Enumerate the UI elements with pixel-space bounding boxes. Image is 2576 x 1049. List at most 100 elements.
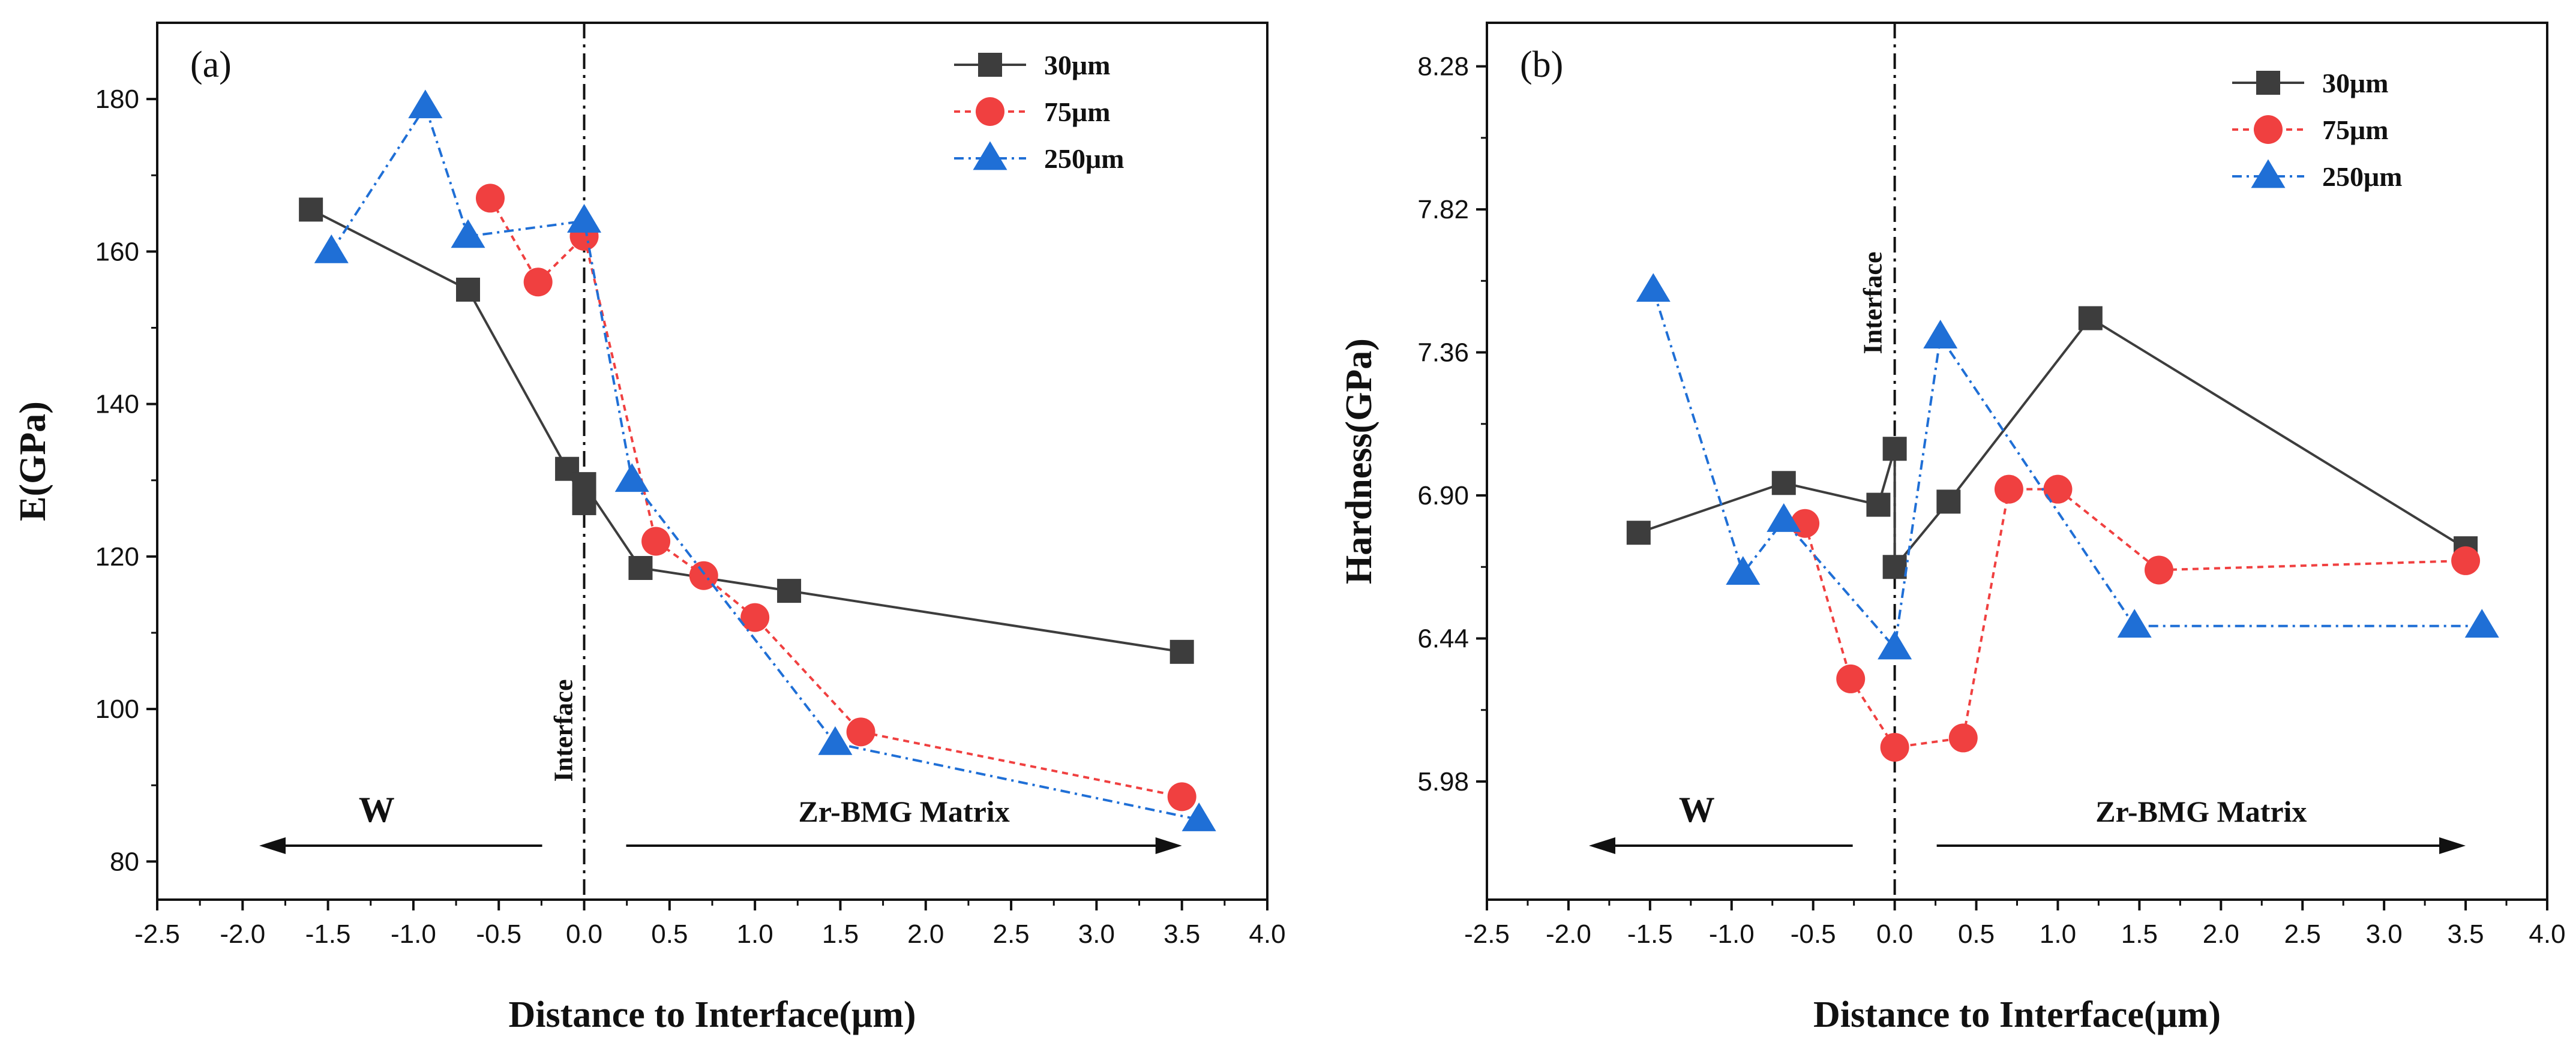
x-tick-label: -1.5	[305, 919, 351, 949]
data-point	[1866, 492, 1891, 517]
y-tick-label: 7.82	[1417, 195, 1469, 224]
legend-marker	[976, 97, 1004, 126]
series-0	[1626, 306, 2478, 579]
data-point	[777, 579, 802, 603]
data-point	[1169, 639, 1194, 664]
data-point	[1936, 489, 1961, 514]
x-tick-label: 4.0	[2529, 919, 2565, 949]
data-point	[1948, 723, 1978, 753]
data-point	[1923, 320, 1958, 348]
data-point	[1994, 474, 2023, 504]
x-tick-label: 3.0	[1078, 919, 1115, 949]
series-2	[1636, 273, 2499, 660]
data-point	[314, 234, 349, 263]
y-tick-label: 140	[95, 390, 139, 419]
data-point	[1771, 471, 1796, 495]
data-point	[523, 267, 553, 297]
y-tick-label: 7.36	[1417, 338, 1469, 368]
data-point	[2078, 306, 2103, 330]
data-point	[689, 561, 718, 590]
right-arrow-head	[1155, 837, 1182, 854]
legend-label: 75μm	[2322, 115, 2388, 145]
x-tick-label: 3.0	[2366, 919, 2403, 949]
series-0	[299, 197, 1194, 664]
right-arrow-head	[2439, 837, 2466, 854]
data-point	[846, 717, 875, 747]
left-arrow-head	[1589, 837, 1615, 854]
series-line	[310, 208, 1182, 653]
interface-label: Interface	[549, 679, 578, 782]
x-tick-label: -1.0	[391, 919, 436, 949]
series-2	[314, 89, 1216, 831]
data-point	[1181, 802, 1216, 831]
x-tick-label: 1.5	[2121, 919, 2158, 949]
y-tick-label: 6.44	[1417, 624, 1469, 654]
x-tick-label: 0.5	[1958, 919, 1995, 949]
panel-a: -2.5 -2.0 -1.5 -1.0 -0.5 0.0 0.5 1.0 1.5 2.0 2.5 3.…	[13, 22, 1286, 1035]
series-1	[1791, 474, 2481, 762]
legend-marker	[2254, 115, 2283, 144]
x-tick-label: 4.0	[1249, 919, 1285, 949]
data-point	[628, 555, 653, 580]
x-tick-label: 1.0	[2040, 919, 2076, 949]
w-region-label: W	[1679, 790, 1715, 829]
legend-label: 250μm	[1044, 143, 1124, 174]
y-axis-title: E(GPa)	[13, 401, 53, 521]
series-line	[1652, 290, 2482, 651]
data-point	[299, 197, 323, 222]
data-point	[1767, 503, 1801, 532]
data-point	[1636, 273, 1671, 302]
data-point	[2043, 474, 2073, 504]
series-line	[330, 104, 1199, 821]
x-tick-label: -2.5	[1464, 919, 1510, 949]
y-tick-label: 180	[95, 85, 139, 114]
panel-label: (a)	[190, 44, 232, 85]
data-point	[2451, 546, 2481, 575]
legend-label: 250μm	[2322, 161, 2402, 192]
data-point	[1878, 630, 1912, 660]
legend: 30μm 75μm 250μm	[954, 50, 1124, 174]
x-tick-label: 1.0	[737, 919, 773, 949]
legend-marker	[2251, 159, 2286, 188]
data-point	[1880, 732, 1909, 762]
data-point	[1882, 437, 1907, 461]
x-tick-label: 2.0	[2203, 919, 2239, 949]
w-region-label: W	[359, 790, 395, 829]
legend-marker	[973, 141, 1007, 170]
data-point	[451, 219, 485, 248]
x-tick-label: -2.5	[134, 919, 180, 949]
x-tick-label: 1.5	[822, 919, 859, 949]
y-tick-label: 8.28	[1417, 52, 1469, 82]
x-tick-label: -0.5	[476, 919, 521, 949]
legend-label: 75μm	[1044, 97, 1110, 127]
data-point	[1836, 664, 1866, 693]
y-tick-label: 100	[95, 695, 139, 724]
legend-marker	[978, 53, 1002, 77]
x-tick-label: -1.5	[1627, 919, 1673, 949]
y-tick-label: 6.90	[1417, 481, 1469, 510]
x-tick-label: 2.5	[992, 919, 1029, 949]
data-point	[641, 527, 671, 556]
x-axis-title: Distance to Interface(μm)	[1813, 994, 2221, 1035]
x-tick-label: 0.5	[651, 919, 688, 949]
data-point	[408, 89, 443, 119]
y-tick-label: 120	[95, 542, 139, 572]
data-point	[614, 463, 649, 492]
y-axis-title: Hardness(GPa)	[1339, 338, 1380, 584]
x-tick-label: -0.5	[1791, 919, 1836, 949]
panel-b: -2.5 -2.0 -1.5 -1.0 -0.5 0.0 0.5 1.0 1.5 2.0 2.5 3.…	[1339, 22, 2566, 1035]
x-tick-label: 3.5	[1163, 919, 1200, 949]
data-point	[2145, 555, 2174, 585]
x-tick-label: -1.0	[1709, 919, 1755, 949]
data-point	[740, 603, 770, 632]
data-point	[456, 277, 480, 302]
data-point	[818, 726, 853, 755]
x-tick-label: 2.0	[907, 919, 944, 949]
matrix-region-label: Zr-BMG Matrix	[2095, 795, 2307, 828]
data-point	[1882, 555, 1907, 579]
x-tick-label: 2.5	[2284, 919, 2321, 949]
x-tick-label: -2.0	[1546, 919, 1591, 949]
legend: 30μm 75μm 250μm	[2232, 68, 2402, 192]
series-line	[1638, 316, 2467, 570]
